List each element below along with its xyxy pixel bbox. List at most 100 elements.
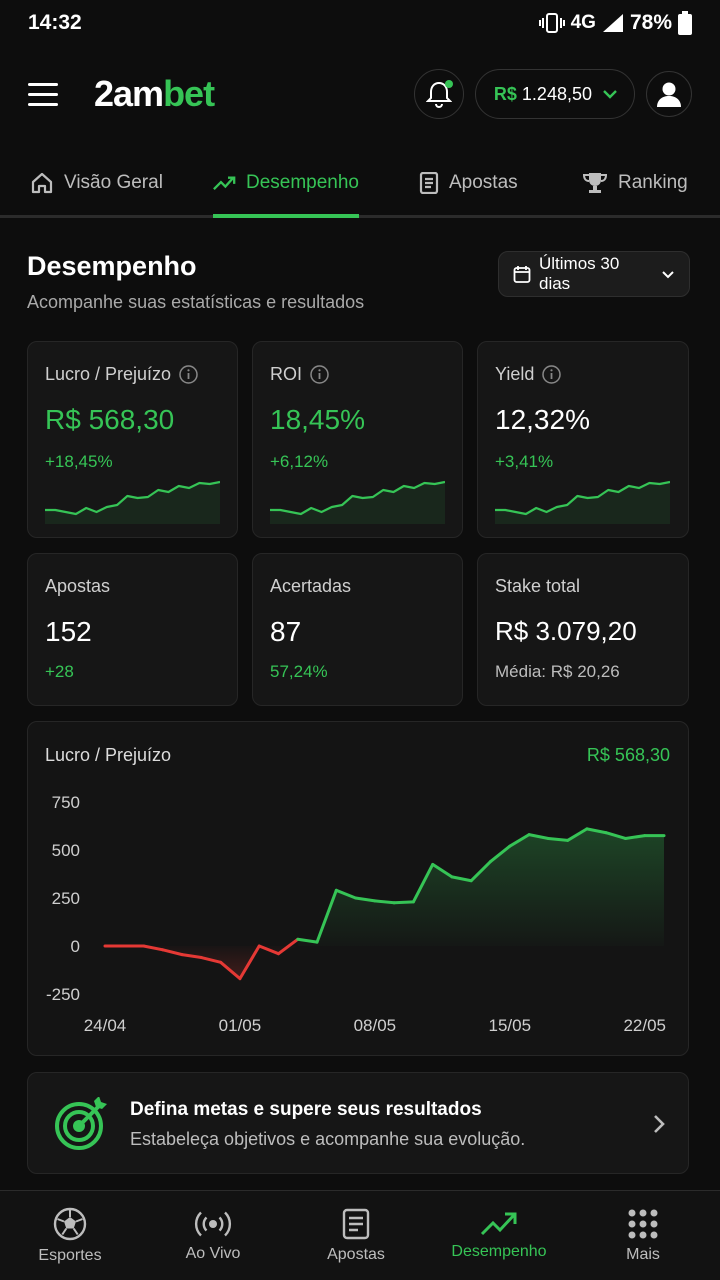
stat-card-stake[interactable]: Stake total R$ 3.079,20 Média: R$ 20,26 [477, 553, 689, 706]
line-segment [238, 944, 261, 981]
nav-ao-vivo[interactable]: Ao Vivo [141, 1191, 285, 1280]
date-range-label: Últimos 30 dias [539, 254, 620, 293]
nav-mais[interactable]: Mais [571, 1191, 715, 1280]
x-tick-label: 24/04 [84, 1016, 127, 1035]
date-range-dropdown[interactable]: Últimos 30 dias [498, 251, 690, 297]
line-segment [546, 836, 570, 842]
line-segment [161, 948, 184, 957]
stat-change: +6,12% [270, 452, 329, 471]
notification-dot [444, 80, 453, 88]
line-segment [354, 896, 377, 903]
network-label: 4G [570, 12, 596, 33]
battery-percent: 78% [629, 11, 672, 34]
negative-area [105, 946, 298, 979]
soccer-ball-icon [53, 1207, 87, 1241]
stat-card-apostas[interactable]: Apostas 152 +28 [27, 553, 238, 706]
y-tick-label: 750 [52, 793, 80, 812]
stat-value: 18,45% [270, 404, 365, 435]
x-tick-label: 08/05 [354, 1016, 397, 1035]
stat-value: R$ 568,30 [45, 404, 175, 435]
line-segment [276, 937, 300, 956]
clock: 14:32 [28, 11, 82, 34]
tab-desempenho[interactable]: Desempenho [213, 150, 359, 218]
line-segment [142, 944, 165, 952]
line-segment [392, 900, 415, 905]
line-segment [219, 960, 242, 981]
line-segment [566, 827, 589, 842]
line-segment [296, 937, 319, 944]
chart-title: Lucro / Prejuízo [45, 745, 172, 765]
line-segment [315, 888, 338, 944]
stat-card-yield[interactable]: Yield 12,32% +3,41% [477, 341, 689, 538]
trending-up-icon [213, 176, 236, 190]
tab-apostas[interactable]: Apostas [419, 150, 518, 215]
chevron-down-icon [662, 270, 674, 278]
stat-value: R$ 3.079,20 [495, 616, 637, 646]
stat-card-acertadas[interactable]: Acertadas 87 57,24% [252, 553, 463, 706]
stat-label: Apostas [45, 576, 111, 596]
trophy-icon [582, 172, 608, 193]
stat-value: 87 [270, 616, 302, 647]
bell-icon [425, 81, 452, 108]
vibrate-icon [538, 13, 565, 33]
line-segment [180, 953, 203, 960]
hamburger-icon[interactable] [28, 76, 64, 112]
logo[interactable]: 2ambet [94, 73, 215, 114]
user-icon [657, 82, 681, 107]
goals-banner[interactable]: Defina metas e supere seus resultados Es… [27, 1072, 689, 1174]
stat-label: Lucro / Prejuízo [45, 364, 172, 384]
battery-icon [678, 11, 692, 35]
line-segment [431, 862, 454, 879]
line-segment [411, 862, 435, 904]
stat-card-roi[interactable]: ROI 18,45% +6,12% [252, 341, 463, 538]
status-icons: 4G 78% [538, 11, 692, 35]
stat-label: ROI [270, 364, 303, 384]
grid-icon [628, 1209, 658, 1239]
chevron-right-icon [654, 1115, 665, 1133]
x-tick-label: 15/05 [489, 1016, 532, 1035]
nav-desempenho[interactable]: Desempenho [427, 1191, 571, 1280]
info-icon[interactable] [542, 365, 562, 384]
home-icon [31, 172, 53, 193]
x-tick-label: 01/05 [219, 1016, 262, 1035]
bottom-navigation: Esportes Ao Vivo Apostas Desempenho Mais [0, 1190, 720, 1280]
sparkline-area [45, 482, 220, 524]
tab-visao-geral[interactable]: Visão Geral [30, 150, 163, 215]
tab-ranking[interactable]: Ranking [582, 150, 688, 215]
line-segment [489, 844, 512, 864]
stat-label: Yield [495, 364, 535, 384]
balance-dropdown[interactable]: R$ 1.248,50 [474, 69, 635, 119]
stat-change: +3,41% [495, 452, 554, 471]
y-tick-label: 500 [52, 841, 80, 860]
sparkline-line [45, 480, 220, 516]
info-icon[interactable] [179, 365, 198, 384]
info-icon[interactable] [310, 365, 329, 384]
app-header: 2ambet R$ 1.248,50 [0, 66, 720, 122]
x-tick-label: 22/05 [623, 1016, 666, 1035]
nav-apostas[interactable]: Apostas [284, 1191, 428, 1280]
balance-amount: 1.248,50 [521, 83, 592, 104]
stat-value: 152 [45, 616, 92, 647]
page-title: Desempenho [27, 251, 197, 281]
line-segment [585, 827, 608, 835]
line-segment [199, 956, 223, 964]
stat-card-lucro[interactable]: Lucro / Prejuízo R$ 568,30 +18,45% [27, 341, 238, 538]
stat-change: +18,45% [45, 452, 113, 471]
line-segment [450, 875, 473, 883]
stat-label: Acertadas [270, 576, 352, 596]
sparkline-area [495, 482, 670, 524]
notifications-button[interactable] [413, 69, 464, 119]
chevron-down-icon [603, 90, 617, 99]
nav-esportes[interactable]: Esportes [0, 1191, 142, 1280]
profit-chart-card: Lucro / Prejuízo R$ 568,30 750 500 250 0 -25… [27, 721, 689, 1056]
profile-button[interactable] [646, 71, 692, 117]
sparkline-line [270, 480, 445, 516]
calendar-icon [513, 266, 531, 283]
line-segment [604, 831, 627, 840]
stat-change: +28 [45, 662, 74, 681]
line-segment [334, 888, 358, 900]
line-segment [469, 860, 493, 883]
ticket-icon [342, 1208, 370, 1240]
y-tick-label: -250 [46, 985, 80, 1004]
